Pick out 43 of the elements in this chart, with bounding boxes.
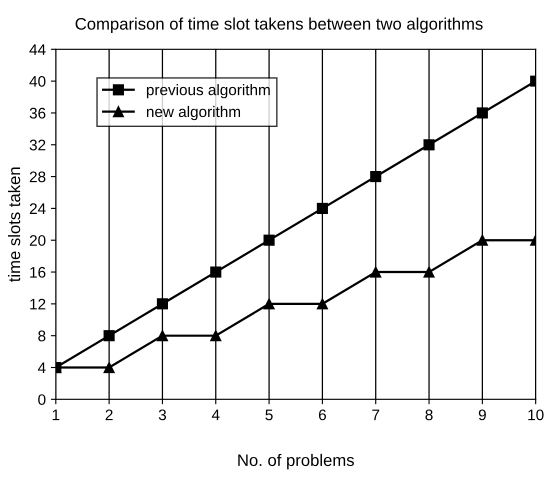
legend-label: new algorithm — [146, 106, 240, 120]
point — [476, 107, 488, 118]
point — [370, 171, 382, 182]
point — [104, 330, 115, 342]
point — [156, 330, 168, 342]
point — [370, 266, 382, 278]
point — [210, 266, 222, 278]
x-tick-label: 10 — [528, 409, 544, 420]
x-axis-title: No. of problems — [238, 454, 354, 470]
y-tick-label: 20 — [30, 235, 46, 246]
chart-title: Comparison of time slot takens between two algorithms — [76, 18, 483, 34]
point — [316, 298, 328, 310]
x-tick-label: 1 — [52, 410, 60, 420]
x-tick-label: 2 — [106, 409, 113, 420]
y-tick-label: 32 — [30, 140, 46, 150]
point — [423, 266, 435, 278]
x-tick-label: 4 — [212, 410, 220, 420]
point — [104, 362, 115, 374]
legend-label: previous algorithm — [146, 84, 270, 98]
y-tick-label: 8 — [38, 330, 46, 342]
x-tick-label: 8 — [425, 409, 433, 420]
x-tick-label: 3 — [158, 409, 166, 420]
point — [476, 234, 488, 246]
point — [423, 139, 435, 150]
y-axis-title: time slots taken — [8, 168, 20, 282]
y-tick-label: 28 — [30, 171, 46, 182]
point — [316, 202, 328, 214]
y-tick-label: 24 — [30, 203, 46, 214]
point — [156, 298, 168, 310]
y-tick-label: 16 — [30, 266, 46, 278]
point — [264, 298, 275, 310]
y-tick-label: 36 — [30, 108, 46, 119]
point — [210, 330, 222, 342]
x-tick-label: 6 — [318, 409, 326, 420]
y-tick-label: 0 — [38, 394, 46, 406]
y-tick-label: 44 — [29, 44, 46, 55]
x-tick-label: 9 — [478, 409, 486, 420]
y-tick-label: 12 — [30, 298, 46, 310]
y-tick-label: 40 — [29, 76, 46, 87]
x-tick-label: 7 — [372, 410, 380, 420]
point — [264, 234, 275, 246]
y-tick-label: 4 — [38, 362, 46, 374]
x-tick-label: 5 — [265, 410, 273, 420]
